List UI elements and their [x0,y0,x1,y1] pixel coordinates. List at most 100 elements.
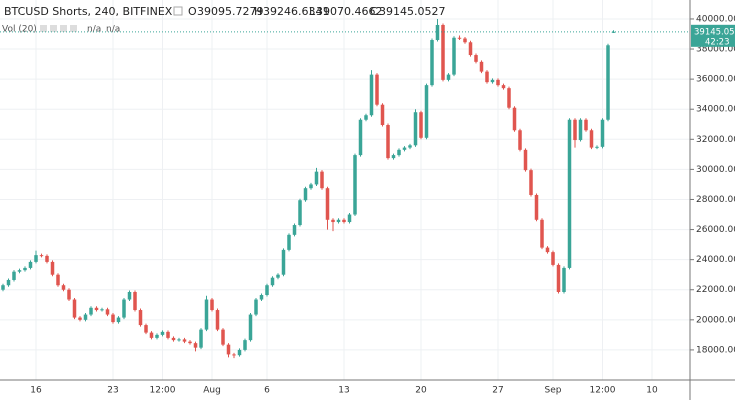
candle-body [34,255,38,262]
volume-label: Vol (20) [2,25,37,35]
candle-body [226,344,231,355]
y-tick-label: 18000.0000 [696,345,735,355]
y-tick-label: 20000.0000 [696,315,735,325]
candle-body [171,337,176,341]
ohlc-value: 39145.0527 [379,5,445,18]
indicator-button[interactable] [70,25,77,32]
x-tick-label: 23 [107,386,118,396]
candle-body [501,85,506,89]
indicator-button[interactable] [60,25,67,32]
candle-body [441,24,445,80]
candle-body [468,42,473,56]
y-tick-label: 30000.0000 [696,165,735,175]
candle-body [182,339,187,342]
candle-body [6,279,11,286]
candle-body [276,274,280,278]
y-tick-label: 28000.0000 [696,195,735,205]
candle-body [336,219,341,223]
candle-body [578,119,583,141]
candle-body [166,331,170,338]
indicator-button[interactable] [40,25,47,32]
candle-body [479,61,484,72]
candle-body [254,299,258,315]
candle-body [463,38,467,43]
y-tick-label: 32000.0000 [696,135,735,145]
x-tick-label: 12:00 [150,386,176,396]
x-tick-label: 6 [264,386,270,396]
symbol-title: BTCUSD Shorts, 240, BITFINEX [4,5,173,18]
candle-body [490,79,495,83]
candle-body [540,219,544,248]
candle-body [12,271,16,280]
candle-body [353,155,357,215]
indicator-button[interactable] [50,25,57,32]
y-tick-label: 40000.0000 [696,14,735,24]
ohlc-label: O [188,5,197,18]
candle-body [160,331,165,335]
candle-body [397,149,401,156]
candle-body [430,40,434,86]
candle-body [105,309,110,315]
y-tick-label: 34000.0000 [696,105,735,115]
candle-body [391,155,396,159]
candle-body [298,200,302,226]
candle-body [523,149,528,171]
candle-body [309,184,313,189]
candle-body [369,74,374,116]
candle-body [133,291,137,311]
candle-body [127,291,132,300]
candle-body [325,188,330,220]
candle-body [529,170,533,195]
hide-button[interactable] [173,6,183,16]
ohlc-value: 39095.7279 [197,5,263,18]
candle-body [144,325,148,333]
candle-body [243,340,247,350]
x-tick-label: Sep [545,386,562,396]
candle-body [111,314,115,323]
candle-body [446,74,451,80]
candle-body [287,234,291,250]
candle-body [457,37,462,39]
candle-body [72,299,77,318]
candle-body [265,285,269,296]
y-tick-label: 26000.0000 [696,225,735,235]
x-tick-label: 27 [492,386,503,396]
candle-body [518,130,522,150]
candle-body [512,107,517,131]
x-tick-label: 12:00 [590,386,616,396]
candle-body [177,339,181,341]
volume-value: n/a [106,25,120,35]
candle-body [342,219,346,223]
candle-body [314,171,319,185]
candle-body [567,119,572,268]
candle-body [573,119,577,141]
y-tick-label: 24000.0000 [696,255,735,265]
candle-body [116,317,121,323]
volume-value: n/a [87,25,101,35]
candle-body [199,329,203,348]
candle-body [424,85,429,138]
candle-body [204,299,209,330]
candle-body [232,354,236,356]
candle-body [248,314,253,341]
candle-body [606,45,610,120]
candle-body [237,349,242,356]
candle-body [496,79,500,86]
candle-body [364,115,368,120]
legend-header: BTCUSD Shorts, 240, BITFINEX O 39095.727… [2,5,445,35]
candle-body [281,249,286,275]
candle-body [50,261,55,275]
candle-body [94,307,99,311]
candle-body [292,225,297,235]
candle-body [562,267,566,292]
x-tick-label: 16 [30,386,42,396]
candle-body [408,145,412,148]
y-tick-label: 22000.0000 [696,285,735,295]
candle-body [155,334,159,338]
candle-body [358,119,363,156]
candle-body [584,119,588,131]
candle-body [193,343,198,348]
candle-body [259,295,264,300]
candle-body [419,112,423,138]
